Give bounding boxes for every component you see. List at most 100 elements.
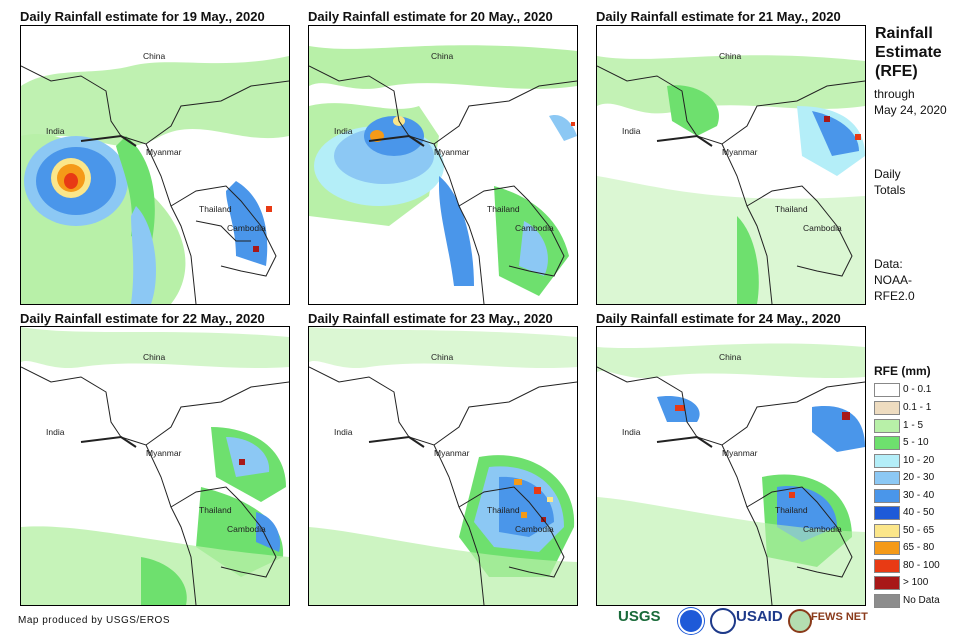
legend-item: 1 - 5 — [874, 419, 964, 433]
legend-label: 20 - 30 — [903, 472, 935, 483]
legend-item: 10 - 20 — [874, 454, 964, 468]
legend-item: 0 - 0.1 — [874, 383, 964, 397]
data-source-line2: RFE2.0 — [874, 289, 915, 303]
label-thailand: Thailand — [199, 505, 232, 515]
label-thailand: Thailand — [775, 505, 808, 515]
legend-swatch — [874, 506, 900, 520]
label-china: China — [719, 352, 742, 362]
agency-logos: USGS USAID FEWS NET — [618, 606, 868, 636]
legend-label: 10 - 20 — [903, 455, 935, 466]
label-thailand: Thailand — [199, 204, 232, 214]
legend-swatch — [874, 594, 900, 608]
usaid-seal-icon — [710, 608, 736, 634]
label-india: India — [46, 427, 65, 437]
panel-title-23-may: Daily Rainfall estimate for 23 May., 202… — [308, 311, 553, 326]
panel-title-24-may: Daily Rainfall estimate for 24 May., 202… — [596, 311, 841, 326]
legend-item: 50 - 65 — [874, 524, 964, 538]
through-date: May 24, 2020 — [874, 103, 947, 117]
legend-item: No Data — [874, 594, 964, 608]
label-india: India — [46, 126, 65, 136]
legend-swatch — [874, 454, 900, 468]
label-thailand: Thailand — [487, 204, 520, 214]
map-19-may: China India Myanmar Thailand Cambodia — [20, 25, 290, 305]
data-source-line1: NOAA- — [874, 273, 913, 287]
map-20-may: China India Myanmar Thailand Cambodia — [308, 25, 578, 305]
legend-item: 80 - 100 — [874, 559, 964, 573]
label-cambodia: Cambodia — [803, 524, 842, 534]
legend-label: 50 - 65 — [903, 525, 935, 536]
legend-swatch — [874, 419, 900, 433]
legend-item: 65 - 80 — [874, 541, 964, 555]
label-china: China — [431, 352, 454, 362]
legend-item: 20 - 30 — [874, 471, 964, 485]
legend-item: > 100 — [874, 576, 964, 590]
legend-item: 40 - 50 — [874, 506, 964, 520]
label-myanmar: Myanmar — [146, 147, 182, 157]
legend-title: RFE (mm) — [874, 364, 931, 378]
legend-swatch — [874, 383, 900, 397]
label-myanmar: Myanmar — [146, 448, 182, 458]
legend-item: 5 - 10 — [874, 436, 964, 450]
data-label: Data: — [874, 257, 903, 271]
through-label: through — [874, 87, 915, 101]
sidebar-title-line2: Estimate — [875, 44, 942, 61]
label-china: China — [143, 352, 166, 362]
label-thailand: Thailand — [775, 204, 808, 214]
label-cambodia: Cambodia — [803, 223, 842, 233]
sidebar-title-line3: (RFE) — [875, 63, 918, 80]
legend-swatch — [874, 576, 900, 590]
rainfall-map-23-may — [309, 327, 577, 605]
rainfall-map-24-may — [597, 327, 865, 605]
label-india: India — [622, 126, 641, 136]
legend-swatch — [874, 489, 900, 503]
sidebar-title-line1: Rainfall — [875, 25, 933, 42]
label-cambodia: Cambodia — [515, 223, 554, 233]
legend-swatch — [874, 541, 900, 555]
noaa-logo-icon — [678, 608, 704, 634]
legend-item: 0.1 - 1 — [874, 401, 964, 415]
map-credit: Map produced by USGS/EROS — [18, 615, 171, 626]
label-myanmar: Myanmar — [722, 448, 758, 458]
sidebar-daily-totals: Daily Totals — [874, 166, 905, 198]
label-india: India — [334, 427, 353, 437]
usaid-logo: USAID — [736, 608, 783, 625]
rainfall-map-21-may — [597, 26, 865, 304]
totals-label: Totals — [874, 183, 906, 197]
rainfall-map-20-may — [309, 26, 577, 304]
legend-label: 65 - 80 — [903, 542, 935, 553]
label-china: China — [431, 51, 454, 61]
rainfall-map-19-may — [21, 26, 289, 304]
map-22-may: China India Myanmar Thailand Cambodia — [20, 326, 290, 606]
label-myanmar: Myanmar — [722, 147, 758, 157]
legend-label: 30 - 40 — [903, 490, 935, 501]
panel-title-20-may: Daily Rainfall estimate for 20 May., 202… — [308, 9, 553, 24]
rainfall-map-22-may — [21, 327, 289, 605]
legend-label: 5 - 10 — [903, 437, 929, 448]
fewsnet-globe-icon — [788, 609, 812, 633]
map-24-may: China India Myanmar Thailand Cambodia — [596, 326, 866, 606]
fewsnet-logo: FEWS NET — [811, 611, 868, 623]
legend-swatch — [874, 436, 900, 450]
panel-title-22-may: Daily Rainfall estimate for 22 May., 202… — [20, 311, 265, 326]
legend-item: 30 - 40 — [874, 489, 964, 503]
panel-title-19-may: Daily Rainfall estimate for 19 May., 202… — [20, 9, 265, 24]
label-cambodia: Cambodia — [227, 524, 266, 534]
label-myanmar: Myanmar — [434, 448, 470, 458]
legend-label: No Data — [903, 595, 940, 606]
sidebar-data-source: Data: NOAA- RFE2.0 — [874, 256, 915, 304]
label-india: India — [622, 427, 641, 437]
sidebar-through: through May 24, 2020 — [874, 86, 947, 118]
map-21-may: China India Myanmar Thailand Cambodia — [596, 25, 866, 305]
legend-label: 0.1 - 1 — [903, 402, 932, 413]
label-india: India — [334, 126, 353, 136]
legend-label: 0 - 0.1 — [903, 384, 932, 395]
label-china: China — [719, 51, 742, 61]
label-cambodia: Cambodia — [227, 223, 266, 233]
map-23-may: China India Myanmar Thailand Cambodia — [308, 326, 578, 606]
legend-swatch — [874, 401, 900, 415]
legend-swatch — [874, 559, 900, 573]
daily-label: Daily — [874, 167, 901, 181]
label-cambodia: Cambodia — [515, 524, 554, 534]
legend-swatch — [874, 471, 900, 485]
label-myanmar: Myanmar — [434, 147, 470, 157]
